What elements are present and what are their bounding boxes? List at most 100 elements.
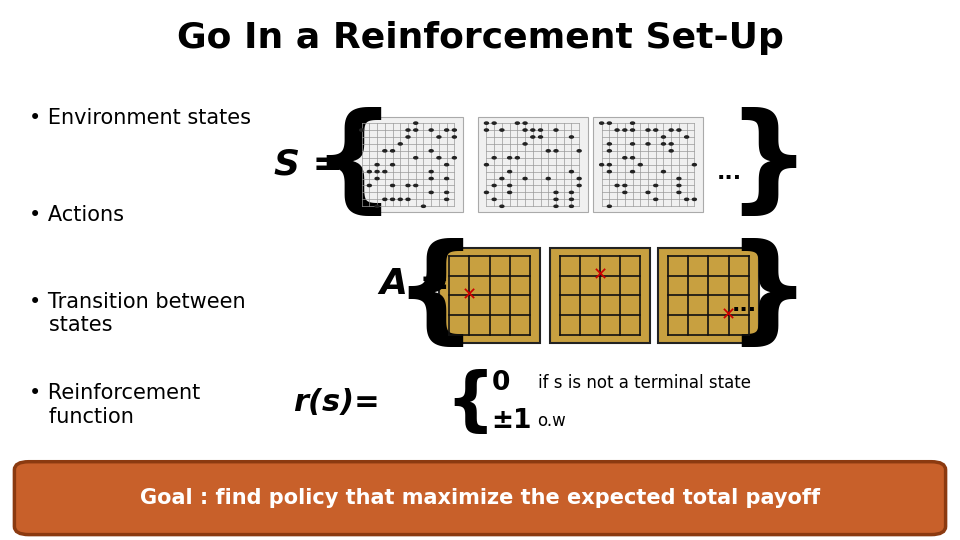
Circle shape xyxy=(375,205,379,207)
Text: S =: S = xyxy=(274,148,343,181)
Circle shape xyxy=(646,129,650,131)
Circle shape xyxy=(508,191,512,193)
Circle shape xyxy=(391,198,395,200)
Text: r(s)=: r(s)= xyxy=(293,388,379,417)
Circle shape xyxy=(437,157,441,159)
Circle shape xyxy=(452,129,456,131)
Circle shape xyxy=(677,178,681,180)
Text: Goal : find policy that maximize the expected total payoff: Goal : find policy that maximize the exp… xyxy=(140,488,820,509)
Circle shape xyxy=(492,198,496,200)
Circle shape xyxy=(383,150,387,152)
Circle shape xyxy=(391,150,395,152)
Bar xyxy=(353,118,463,212)
Circle shape xyxy=(654,198,658,200)
Circle shape xyxy=(569,136,573,138)
Circle shape xyxy=(569,198,573,200)
Circle shape xyxy=(414,184,418,187)
Text: • Actions: • Actions xyxy=(29,205,124,225)
Circle shape xyxy=(398,198,402,200)
Circle shape xyxy=(368,171,372,173)
Circle shape xyxy=(406,136,410,138)
Text: ...: ... xyxy=(732,295,756,315)
Circle shape xyxy=(631,157,635,159)
Circle shape xyxy=(406,198,410,200)
Circle shape xyxy=(554,198,558,200)
Circle shape xyxy=(684,136,688,138)
Text: A =: A = xyxy=(379,267,450,300)
Circle shape xyxy=(406,184,410,187)
Circle shape xyxy=(368,184,372,187)
Circle shape xyxy=(444,129,448,131)
Circle shape xyxy=(492,122,496,124)
Circle shape xyxy=(623,129,627,131)
Circle shape xyxy=(615,129,619,131)
Circle shape xyxy=(677,129,681,131)
Circle shape xyxy=(669,129,673,131)
Circle shape xyxy=(414,157,418,159)
Circle shape xyxy=(554,150,558,152)
Circle shape xyxy=(485,164,489,166)
Circle shape xyxy=(677,191,681,193)
Circle shape xyxy=(398,143,402,145)
Circle shape xyxy=(669,150,673,152)
Circle shape xyxy=(406,129,410,131)
Circle shape xyxy=(531,136,535,138)
Circle shape xyxy=(500,205,504,207)
Circle shape xyxy=(429,150,433,152)
Circle shape xyxy=(523,122,527,124)
Circle shape xyxy=(500,129,504,131)
Circle shape xyxy=(383,171,387,173)
Circle shape xyxy=(375,171,379,173)
Text: ✕: ✕ xyxy=(721,306,736,324)
Circle shape xyxy=(452,157,456,159)
Circle shape xyxy=(485,129,489,131)
Text: {: { xyxy=(445,369,495,436)
Text: • Reinforcement
   function: • Reinforcement function xyxy=(29,383,200,427)
Circle shape xyxy=(631,129,635,131)
Circle shape xyxy=(546,150,550,152)
Text: if s is not a terminal state: if s is not a terminal state xyxy=(538,374,751,393)
Circle shape xyxy=(437,136,441,138)
Text: {: { xyxy=(393,238,477,353)
Circle shape xyxy=(654,184,658,187)
Circle shape xyxy=(600,122,604,124)
Circle shape xyxy=(577,150,581,152)
Circle shape xyxy=(615,184,619,187)
Circle shape xyxy=(661,143,665,145)
Circle shape xyxy=(608,205,612,207)
Circle shape xyxy=(623,184,627,187)
Circle shape xyxy=(375,164,379,166)
Bar xyxy=(440,248,540,342)
Circle shape xyxy=(646,143,650,145)
Circle shape xyxy=(391,184,395,187)
Bar xyxy=(549,248,651,342)
Circle shape xyxy=(692,164,696,166)
Circle shape xyxy=(531,129,535,131)
Circle shape xyxy=(631,143,635,145)
Circle shape xyxy=(569,205,573,207)
Circle shape xyxy=(523,129,527,131)
Text: o.w: o.w xyxy=(538,412,566,430)
Circle shape xyxy=(523,143,527,145)
Text: }: } xyxy=(726,238,810,353)
Circle shape xyxy=(554,191,558,193)
Circle shape xyxy=(608,150,612,152)
Circle shape xyxy=(375,178,379,180)
Circle shape xyxy=(485,191,489,193)
Circle shape xyxy=(692,198,696,200)
Circle shape xyxy=(577,178,581,180)
Circle shape xyxy=(516,157,519,159)
Circle shape xyxy=(608,143,612,145)
Circle shape xyxy=(508,157,512,159)
Bar xyxy=(593,118,703,212)
Circle shape xyxy=(539,129,542,131)
Text: 0: 0 xyxy=(492,370,510,396)
Circle shape xyxy=(429,171,433,173)
Circle shape xyxy=(429,178,433,180)
Circle shape xyxy=(508,171,512,173)
Circle shape xyxy=(414,122,418,124)
Circle shape xyxy=(421,205,425,207)
Circle shape xyxy=(523,178,527,180)
Circle shape xyxy=(554,205,558,207)
Circle shape xyxy=(654,129,658,131)
